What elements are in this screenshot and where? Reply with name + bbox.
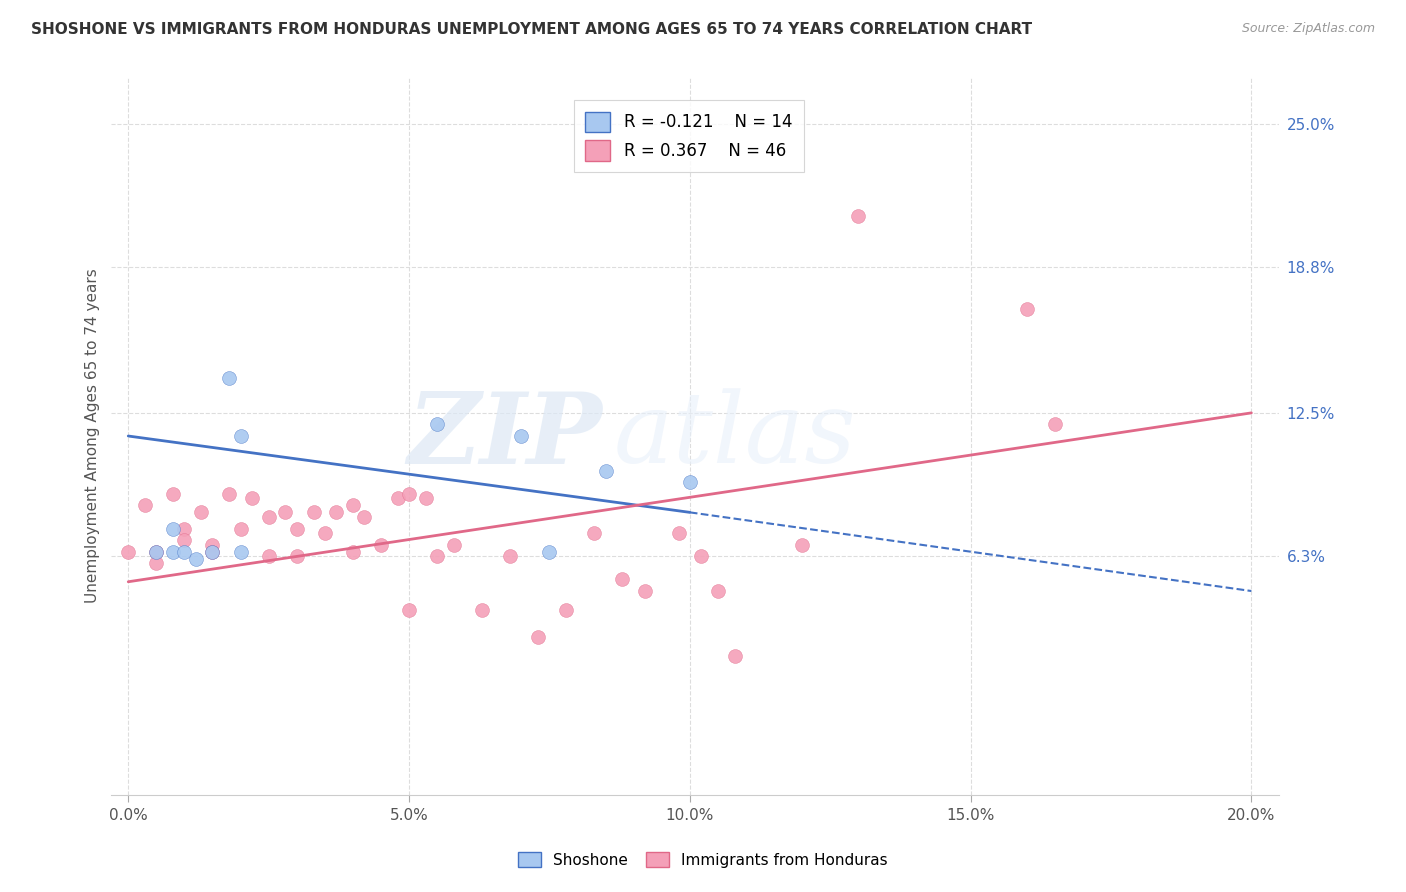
Point bbox=[790, 538, 813, 552]
Point bbox=[201, 544, 224, 558]
Point bbox=[314, 526, 336, 541]
Point bbox=[342, 544, 364, 558]
Point bbox=[302, 505, 325, 519]
Point bbox=[724, 648, 747, 663]
Point bbox=[257, 510, 280, 524]
Point bbox=[612, 573, 634, 587]
Point bbox=[145, 544, 167, 558]
Point bbox=[387, 491, 409, 506]
Point bbox=[162, 544, 184, 558]
Point bbox=[325, 505, 347, 519]
Legend: R = -0.121    N = 14, R = 0.367    N = 46: R = -0.121 N = 14, R = 0.367 N = 46 bbox=[574, 100, 804, 172]
Point bbox=[173, 533, 195, 548]
Point bbox=[162, 487, 184, 501]
Point bbox=[846, 209, 869, 223]
Point bbox=[190, 505, 212, 519]
Point bbox=[162, 522, 184, 536]
Point bbox=[229, 522, 252, 536]
Text: Source: ZipAtlas.com: Source: ZipAtlas.com bbox=[1241, 22, 1375, 36]
Point bbox=[145, 544, 167, 558]
Text: SHOSHONE VS IMMIGRANTS FROM HONDURAS UNEMPLOYMENT AMONG AGES 65 TO 74 YEARS CORR: SHOSHONE VS IMMIGRANTS FROM HONDURAS UNE… bbox=[31, 22, 1032, 37]
Point bbox=[527, 630, 550, 644]
Point bbox=[370, 538, 392, 552]
Point bbox=[145, 556, 167, 570]
Point bbox=[499, 549, 522, 564]
Text: ZIP: ZIP bbox=[406, 388, 602, 484]
Point bbox=[201, 544, 224, 558]
Point bbox=[117, 544, 139, 558]
Point bbox=[173, 522, 195, 536]
Y-axis label: Unemployment Among Ages 65 to 74 years: Unemployment Among Ages 65 to 74 years bbox=[86, 268, 100, 603]
Point bbox=[201, 538, 224, 552]
Point bbox=[398, 602, 420, 616]
Text: atlas: atlas bbox=[613, 388, 856, 483]
Point bbox=[595, 464, 617, 478]
Point bbox=[134, 499, 156, 513]
Point bbox=[274, 505, 297, 519]
Point bbox=[240, 491, 263, 506]
Point bbox=[634, 584, 657, 599]
Point bbox=[218, 371, 240, 385]
Point bbox=[668, 526, 690, 541]
Point bbox=[353, 510, 375, 524]
Point bbox=[707, 584, 730, 599]
Point bbox=[184, 551, 207, 566]
Point bbox=[471, 602, 494, 616]
Point bbox=[583, 526, 606, 541]
Point bbox=[229, 429, 252, 443]
Point bbox=[679, 475, 702, 490]
Point bbox=[1043, 417, 1066, 432]
Point bbox=[538, 544, 561, 558]
Point bbox=[173, 544, 195, 558]
Point bbox=[1015, 301, 1038, 316]
Point bbox=[443, 538, 465, 552]
Point bbox=[342, 499, 364, 513]
Point bbox=[510, 429, 533, 443]
Point bbox=[555, 602, 578, 616]
Point bbox=[426, 549, 449, 564]
Legend: Shoshone, Immigrants from Honduras: Shoshone, Immigrants from Honduras bbox=[512, 846, 894, 873]
Point bbox=[229, 544, 252, 558]
Point bbox=[218, 487, 240, 501]
Point bbox=[257, 549, 280, 564]
Point bbox=[285, 549, 308, 564]
Point bbox=[285, 522, 308, 536]
Point bbox=[426, 417, 449, 432]
Point bbox=[415, 491, 437, 506]
Point bbox=[690, 549, 713, 564]
Point bbox=[398, 487, 420, 501]
